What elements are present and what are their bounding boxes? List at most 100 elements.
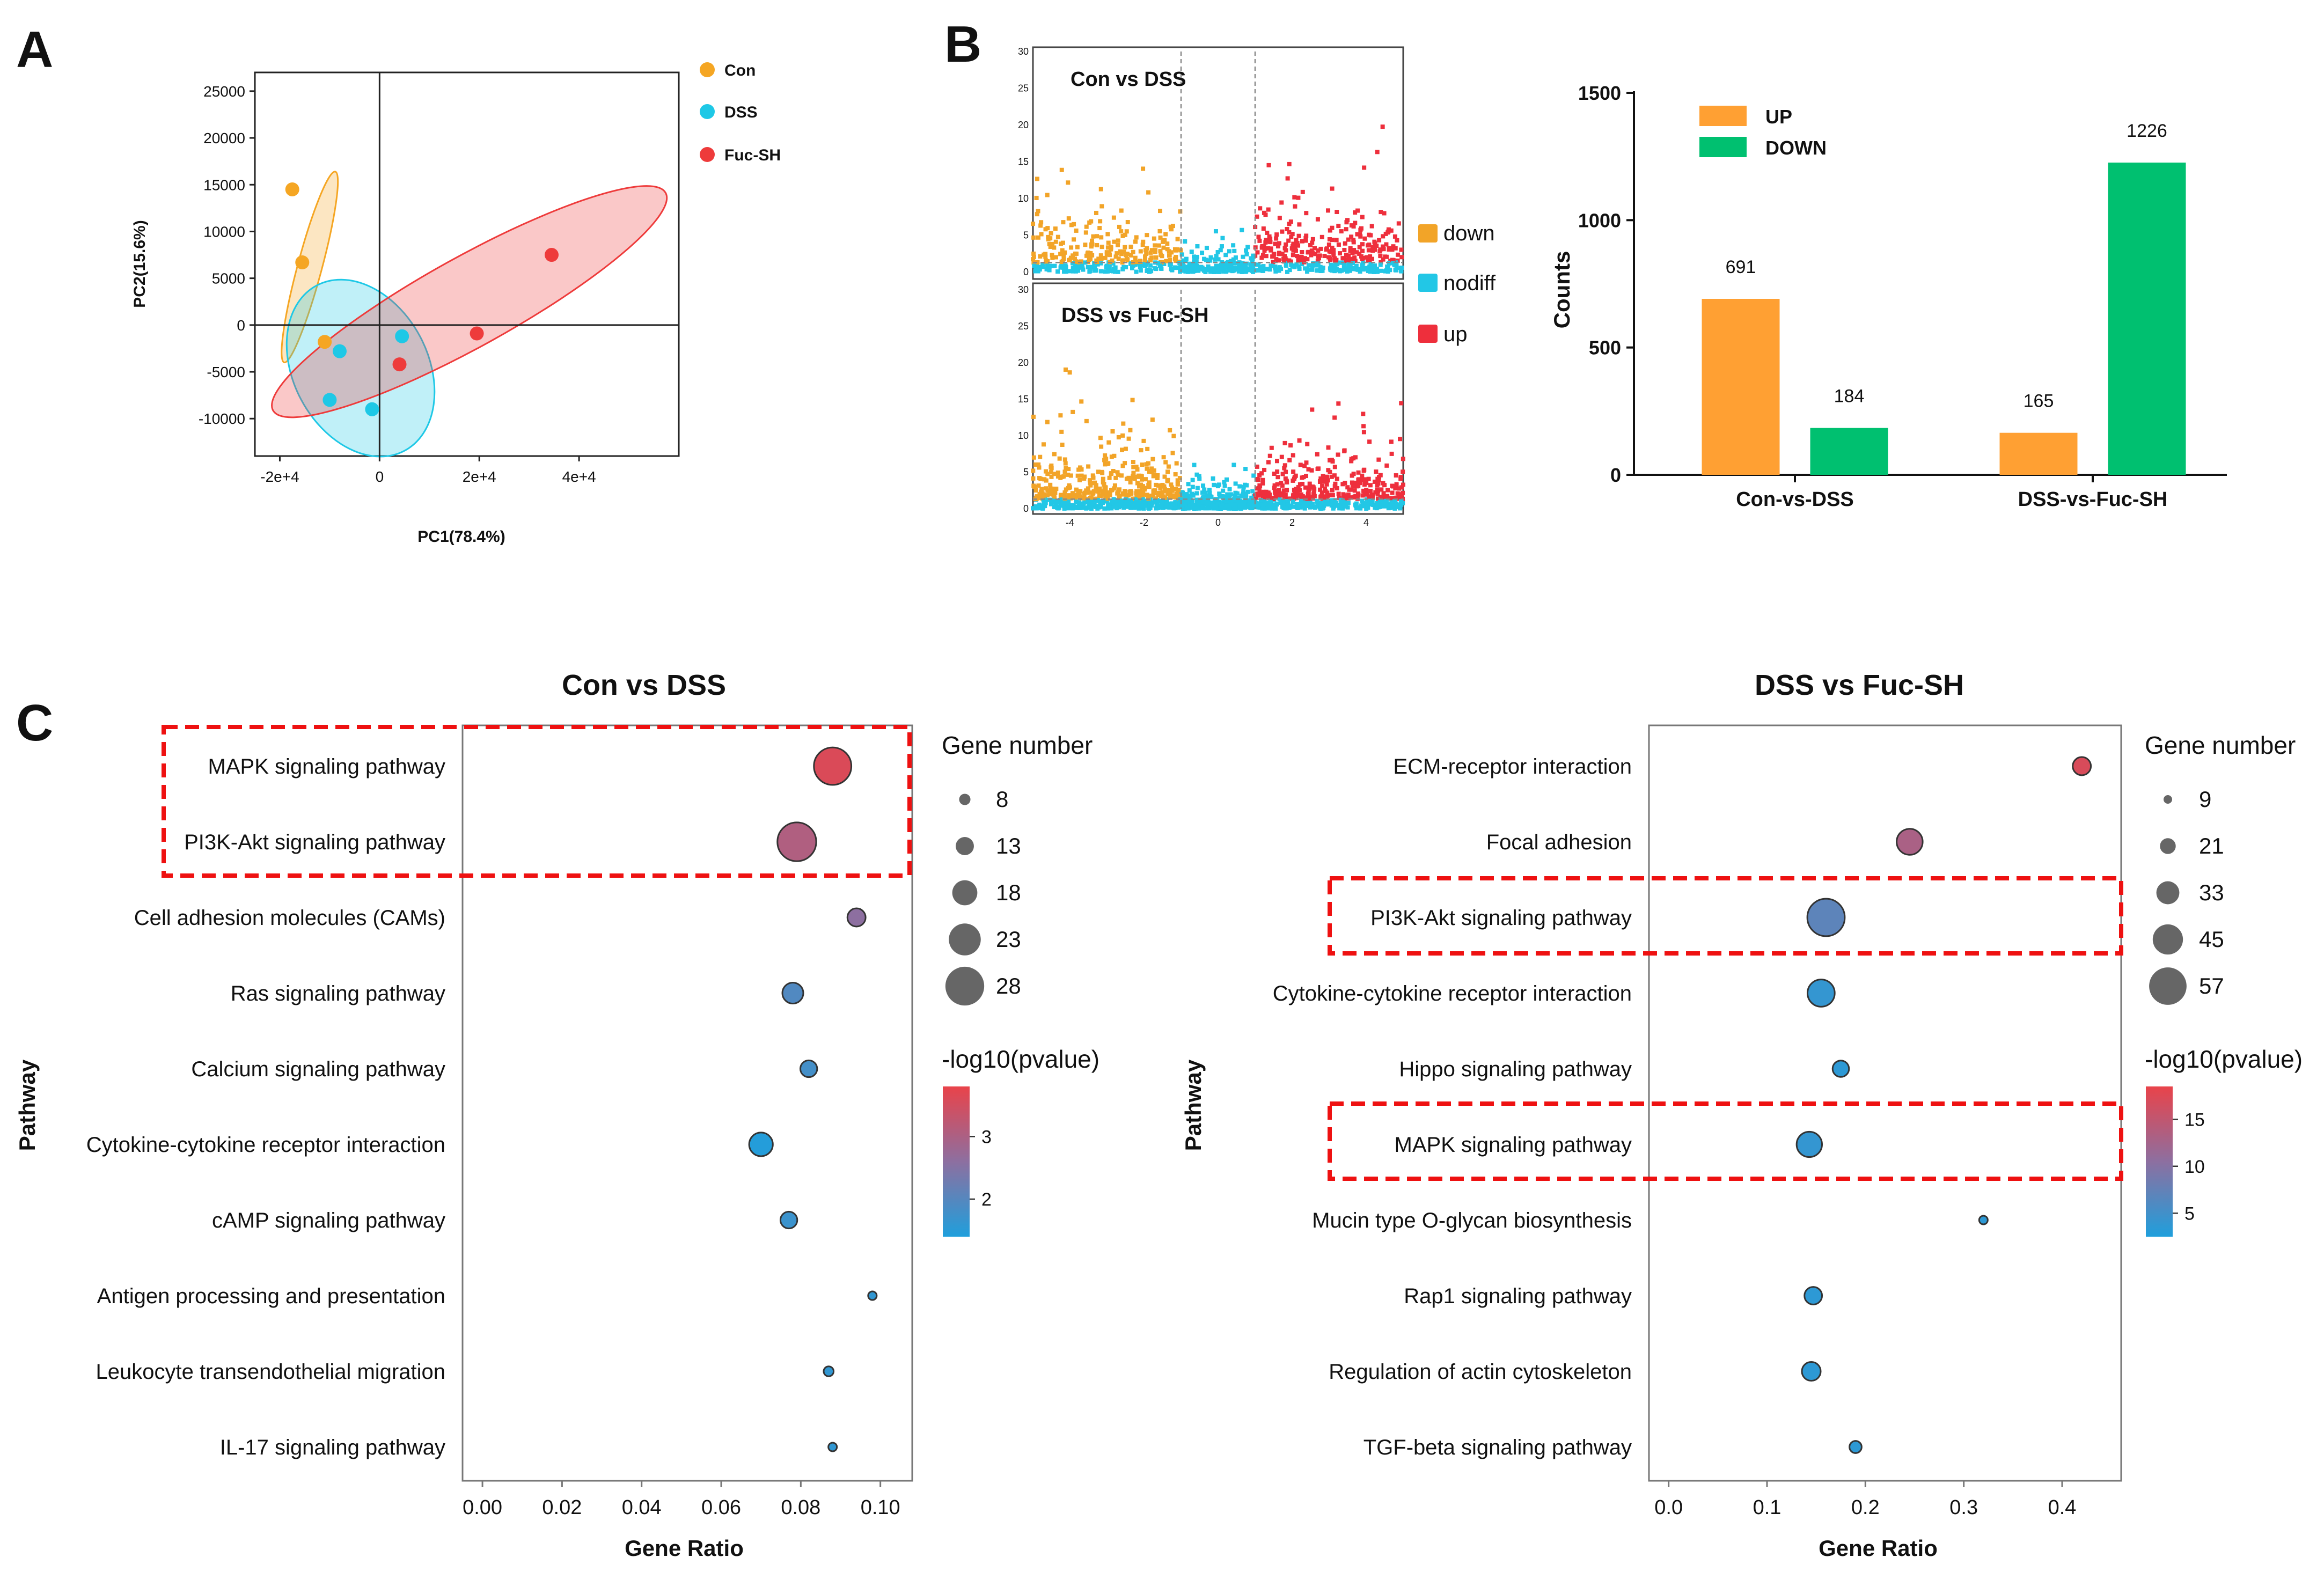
volcano-point bbox=[1398, 499, 1403, 504]
pathway-label: MAPK signaling pathway bbox=[208, 755, 445, 778]
volcano-point bbox=[1348, 246, 1353, 251]
volcano-point bbox=[1275, 244, 1280, 249]
volcano-point bbox=[1107, 253, 1112, 258]
volcano-point bbox=[1396, 252, 1401, 257]
volcano-point bbox=[1401, 469, 1405, 474]
volcano-point bbox=[1154, 255, 1159, 260]
volcano-point bbox=[1181, 490, 1185, 495]
volcano-point bbox=[1201, 495, 1206, 499]
volcano-top-frame bbox=[1032, 46, 1404, 280]
pathway-label: Antigen processing and presentation bbox=[97, 1284, 445, 1308]
volcano-point bbox=[1081, 505, 1086, 510]
volcano-point bbox=[1128, 480, 1133, 484]
volcano-point bbox=[1280, 483, 1285, 488]
volcano-point bbox=[1056, 506, 1061, 511]
volcano-point bbox=[1064, 265, 1068, 269]
volcano-point bbox=[1261, 498, 1266, 503]
volcano-point bbox=[1062, 457, 1067, 462]
pca-zero-lines bbox=[255, 72, 679, 456]
volcano-point bbox=[1330, 488, 1335, 493]
volcano-point bbox=[1233, 255, 1238, 260]
volcano-point bbox=[1346, 501, 1351, 505]
volcano-point bbox=[1052, 472, 1057, 476]
volcano-point bbox=[1140, 491, 1145, 496]
volcano-point bbox=[1074, 262, 1079, 267]
volcano-point bbox=[1303, 236, 1308, 240]
volcano-point bbox=[1251, 254, 1256, 259]
volcano-point bbox=[1299, 255, 1304, 260]
volcano-point bbox=[1183, 498, 1188, 503]
volcano-point bbox=[1224, 477, 1229, 482]
volcano-point bbox=[1258, 483, 1263, 488]
volcano-point bbox=[1152, 266, 1157, 271]
volcano-point bbox=[1385, 230, 1390, 235]
volcano-point bbox=[1260, 478, 1265, 482]
pca-x-label: PC1(78.4%) bbox=[417, 528, 505, 546]
volcano-y-tick-label: 10 bbox=[1018, 430, 1029, 441]
volcano-point bbox=[1048, 236, 1053, 241]
volcano-point bbox=[1285, 176, 1290, 181]
volcano-point bbox=[1073, 267, 1077, 272]
legend-down-marker bbox=[1418, 224, 1438, 243]
volcano-point bbox=[1318, 504, 1323, 509]
volcano-point bbox=[1033, 462, 1038, 467]
volcano-point bbox=[1330, 225, 1335, 230]
volcano-point bbox=[1280, 472, 1285, 476]
color-legend-tick-label: 3 bbox=[981, 1127, 992, 1147]
volcano-point bbox=[1131, 465, 1136, 469]
bar-down bbox=[2108, 163, 2186, 475]
volcano-point bbox=[1243, 269, 1248, 274]
volcano-point bbox=[1268, 240, 1273, 245]
volcano-point bbox=[1222, 498, 1227, 503]
volcano-point bbox=[1142, 501, 1147, 506]
volcano-point bbox=[1287, 161, 1292, 166]
volcano-point bbox=[1245, 499, 1250, 504]
volcano-point bbox=[1330, 186, 1335, 191]
volcano-point bbox=[1048, 482, 1053, 487]
volcano-point bbox=[1194, 254, 1199, 259]
volcano-point bbox=[1202, 256, 1207, 261]
volcano-point bbox=[1368, 262, 1373, 267]
bar-y-tick-label: 1500 bbox=[1578, 82, 1621, 104]
volcano-point bbox=[1060, 497, 1065, 502]
volcano-point bbox=[1089, 505, 1094, 510]
volcano-point bbox=[1381, 495, 1385, 499]
volcano-point bbox=[1241, 254, 1245, 259]
volcano-point bbox=[1031, 483, 1036, 488]
volcano-point bbox=[1310, 502, 1315, 506]
volcano-point bbox=[1374, 506, 1379, 511]
volcano-point bbox=[1158, 209, 1163, 214]
volcano-point bbox=[1185, 269, 1190, 274]
volcano-point bbox=[1393, 486, 1398, 491]
volcano-point bbox=[1145, 246, 1149, 251]
volcano-point bbox=[1077, 492, 1082, 497]
kegg-right-y-label: Pathway bbox=[1181, 1059, 1206, 1151]
volcano-point bbox=[1274, 459, 1279, 464]
volcano-point bbox=[1332, 484, 1337, 489]
volcano-point bbox=[1279, 267, 1284, 271]
volcano-point bbox=[1145, 466, 1149, 471]
volcano-point bbox=[1133, 239, 1138, 244]
volcano-point bbox=[1184, 493, 1189, 498]
volcano-point bbox=[1204, 498, 1208, 503]
volcano-point bbox=[1384, 242, 1389, 247]
volcano-point bbox=[1390, 503, 1395, 508]
volcano-point bbox=[1074, 251, 1079, 256]
volcano-point bbox=[1234, 261, 1238, 266]
volcano-point bbox=[1176, 266, 1181, 270]
volcano-point bbox=[1275, 258, 1280, 263]
volcano-point bbox=[1312, 491, 1317, 496]
volcano-point bbox=[1255, 477, 1260, 482]
volcano-point bbox=[1291, 241, 1296, 246]
volcano-point bbox=[1184, 256, 1189, 261]
volcano-point bbox=[1066, 180, 1071, 185]
volcano-y-tick-label: 20 bbox=[1018, 357, 1029, 368]
volcano-point bbox=[1257, 489, 1262, 494]
volcano-point bbox=[1124, 498, 1128, 503]
volcano-point bbox=[1376, 478, 1381, 483]
volcano-point bbox=[1125, 220, 1130, 225]
volcano-point bbox=[1102, 506, 1107, 511]
volcano-point bbox=[1062, 469, 1067, 474]
volcano-point bbox=[1050, 255, 1055, 260]
volcano-point bbox=[1384, 268, 1389, 273]
